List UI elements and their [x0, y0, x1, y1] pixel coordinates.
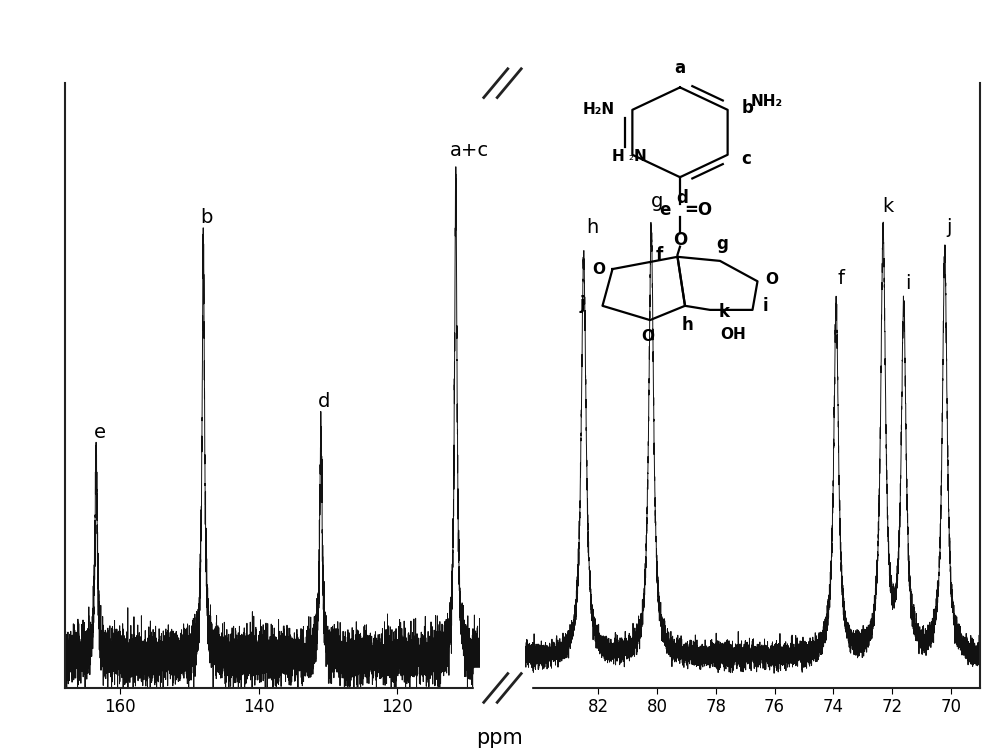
Text: g: g — [717, 234, 728, 253]
Text: O: O — [673, 231, 687, 249]
Text: i: i — [905, 274, 911, 293]
Text: N: N — [633, 149, 646, 164]
Text: e: e — [94, 423, 106, 442]
Text: NH₂: NH₂ — [750, 94, 782, 109]
Text: =O: =O — [684, 201, 712, 219]
Text: b: b — [201, 208, 213, 227]
Text: i: i — [763, 297, 768, 314]
Text: d: d — [677, 190, 688, 207]
Text: c: c — [742, 150, 752, 168]
Text: j: j — [946, 218, 952, 237]
Text: h: h — [586, 218, 599, 237]
Text: k: k — [882, 197, 893, 216]
Text: g: g — [651, 192, 663, 211]
Text: H: H — [612, 149, 625, 164]
Text: h: h — [682, 316, 693, 334]
Text: j: j — [579, 295, 585, 313]
Text: ₂: ₂ — [628, 150, 633, 163]
Text: e: e — [660, 201, 671, 219]
Text: a: a — [674, 59, 686, 77]
Text: O: O — [765, 271, 778, 287]
Text: O: O — [641, 329, 654, 344]
Text: k: k — [719, 303, 730, 321]
Text: f: f — [655, 246, 662, 264]
Text: a+c: a+c — [450, 141, 489, 160]
Text: b: b — [742, 99, 754, 117]
Text: O: O — [592, 262, 605, 277]
Text: H₂N: H₂N — [583, 102, 615, 117]
Text: OH: OH — [720, 327, 746, 342]
Text: d: d — [318, 392, 331, 411]
Text: f: f — [837, 269, 844, 288]
Text: ppm: ppm — [477, 729, 523, 748]
